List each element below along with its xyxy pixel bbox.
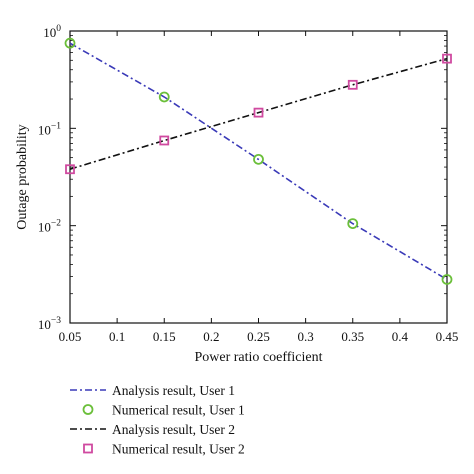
y-axis-ticks: 100 10−1 10−2 10−3 [38, 24, 447, 332]
x-tick-label: 0.4 [392, 329, 409, 344]
legend-label: Analysis result, User 1 [112, 383, 235, 398]
data-point-square [253, 107, 264, 118]
legend: Analysis result, User 1 Numerical result,… [70, 383, 245, 457]
y-tick-label: 100 [43, 24, 61, 40]
x-tick-label: 0.15 [153, 329, 176, 344]
x-tick-label: 0.1 [109, 329, 125, 344]
legend-square-swatch [83, 443, 93, 454]
legend-label: Analysis result, User 2 [112, 422, 235, 437]
legend-label: Numerical result, User 1 [112, 403, 245, 418]
series-markers [64, 37, 453, 285]
data-point-circle [253, 153, 264, 165]
data-point-circle [347, 218, 359, 230]
legend-label: Numerical result, User 2 [112, 442, 245, 457]
x-tick-label: 0.3 [298, 329, 314, 344]
x-tick-label: 0.25 [247, 329, 270, 344]
data-point-circle [441, 274, 453, 285]
y-tick-label: 10−2 [38, 219, 61, 235]
legend-circle-swatch [82, 404, 94, 415]
x-tick-label: 0.35 [341, 329, 364, 344]
x-axis-label: Power ratio coefficient [194, 350, 322, 365]
series-line-3 [69, 57, 448, 170]
series-line-1 [69, 42, 448, 281]
data-point-circle [64, 37, 76, 49]
y-tick-label: 10−1 [38, 121, 61, 137]
data-point-square [442, 53, 452, 64]
x-tick-label: 0.05 [59, 329, 82, 344]
data-point-square [347, 79, 358, 90]
x-axis-ticks: 0.05 0.1 0.15 0.2 0.25 0.3 0.35 0.4 0.45 [59, 31, 459, 344]
data-point-circle [158, 91, 170, 103]
x-tick-label: 0.2 [203, 329, 219, 344]
series-lines [69, 42, 448, 281]
x-tick-label: 0.45 [436, 329, 459, 344]
y-axis-label: Outage probability [15, 124, 30, 229]
data-point-square [159, 135, 170, 146]
y-tick-label: 10−3 [38, 316, 61, 332]
data-point-square [65, 164, 75, 175]
